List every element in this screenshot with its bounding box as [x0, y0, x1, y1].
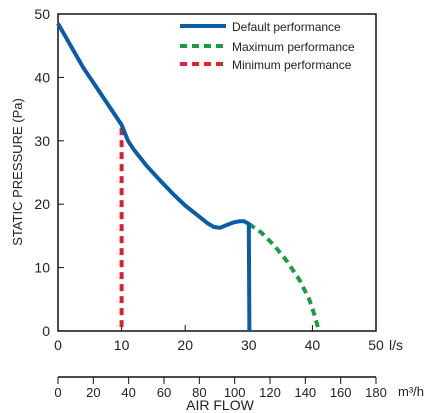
- x-tick-label: 40: [305, 337, 321, 353]
- series-line-default: [56, 22, 252, 332]
- secondary-tick-label: 120: [259, 385, 281, 400]
- y-tick-label: 0: [42, 323, 50, 339]
- series-layer: [56, 22, 321, 332]
- x-unit-label: l/s: [389, 337, 403, 353]
- y-axis-ticks: 0 10 20 30 40 50: [34, 6, 64, 339]
- secondary-unit-label: m³/h: [398, 384, 424, 399]
- x-tick-label: 50: [368, 337, 384, 353]
- plot-frame: [57, 13, 377, 332]
- x-tick-label: 20: [177, 337, 193, 353]
- y-tick-label: 10: [34, 260, 50, 276]
- secondary-tick-label: 60: [157, 385, 171, 400]
- secondary-tick-label: 100: [224, 385, 246, 400]
- x-axis-title: AIR FLOW: [186, 397, 254, 413]
- x-tick-label: 10: [114, 337, 130, 353]
- secondary-tick-label: 140: [294, 385, 316, 400]
- secondary-tick-label: 0: [54, 385, 61, 400]
- secondary-axis-ticks: 0 20 40 60 80 100 120 140 160 180: [54, 377, 387, 400]
- y-tick-label: 30: [34, 133, 50, 149]
- series-line-maximum: [247, 222, 321, 332]
- secondary-tick-label: 20: [86, 385, 100, 400]
- y-tick-label: 40: [34, 69, 50, 85]
- secondary-tick-label: 40: [121, 385, 135, 400]
- y-tick-label: 50: [34, 6, 50, 22]
- legend: Default performance Maximum performance …: [180, 20, 355, 72]
- x-tick-label: 0: [54, 337, 62, 353]
- legend-label-maximum: Maximum performance: [232, 40, 355, 54]
- x-tick-label: 30: [241, 337, 257, 353]
- legend-label-minimum: Minimum performance: [232, 58, 352, 72]
- x-axis-ticks: 0 10 20 30 40 50: [54, 325, 384, 353]
- y-tick-label: 20: [34, 196, 50, 212]
- y-axis-label: STATIC PRESSURE (Pa): [10, 98, 25, 246]
- secondary-tick-label: 180: [365, 385, 387, 400]
- legend-label-default: Default performance: [232, 20, 341, 34]
- secondary-tick-label: 80: [192, 385, 206, 400]
- secondary-tick-label: 160: [330, 385, 352, 400]
